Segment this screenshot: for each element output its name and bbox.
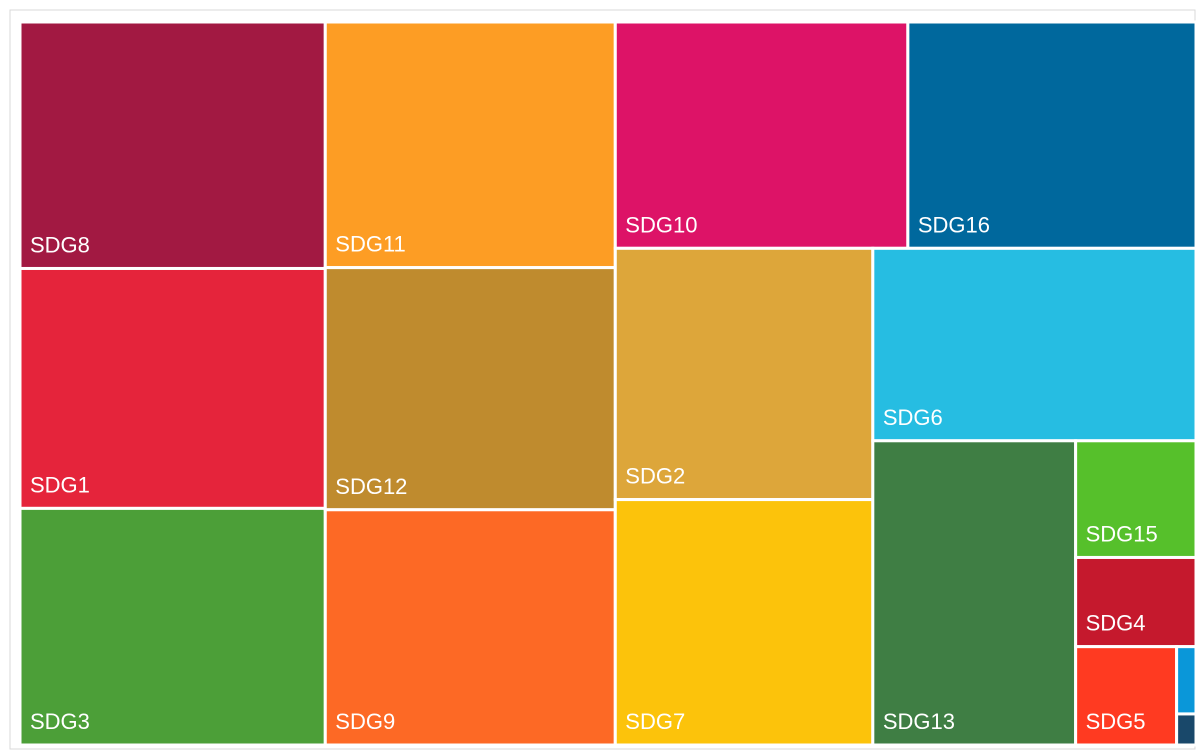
tile [871,439,1078,747]
tile-label: SDG3 [30,709,90,734]
tile-label: SDG5 [1086,709,1146,734]
tile-label: SDG8 [30,232,90,257]
tile-label: SDG9 [335,709,395,734]
tile-label: SDG15 [1086,521,1158,546]
tile-label: SDG6 [883,405,943,430]
tile [906,20,1196,250]
tile-label: SDG4 [1086,611,1146,636]
tile-label: SDG13 [883,709,955,734]
tile [1074,555,1196,649]
tile [613,498,875,747]
tile-label: SDG1 [30,472,90,497]
tile-label: SDG2 [625,464,685,489]
tile [871,246,1196,443]
tile [18,266,327,510]
tile-label: SDG11 [335,232,406,257]
tile-label: SDG16 [918,212,990,237]
tile-label: SDG7 [625,709,685,734]
tile [1175,712,1196,747]
tile [613,20,910,250]
tile [1175,645,1196,716]
tile [323,508,617,747]
tile [323,20,617,270]
tile-label: SDG10 [625,212,697,237]
tile [18,20,327,270]
tile [613,246,875,502]
tile-label: SDG12 [335,474,407,499]
